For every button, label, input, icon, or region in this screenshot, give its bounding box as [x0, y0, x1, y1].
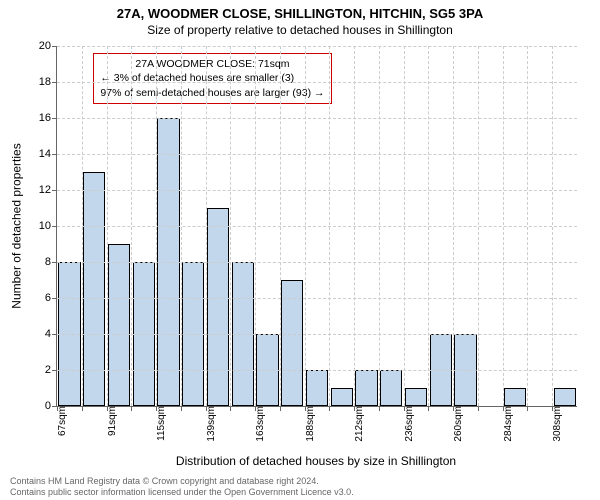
- xtick-label: 139sqm: [206, 406, 217, 442]
- gridline-v: [354, 46, 355, 406]
- annotation-line: 27A WOODMER CLOSE: 71sqm: [100, 57, 324, 71]
- ytick-mark: [52, 298, 57, 299]
- ytick-mark: [52, 262, 57, 263]
- xtick-mark: [478, 406, 479, 411]
- chart-title: 27A, WOODMER CLOSE, SHILLINGTON, HITCHIN…: [0, 0, 600, 21]
- gridline-v: [305, 46, 306, 406]
- gridline-h: [57, 118, 577, 119]
- gridline-v: [82, 46, 83, 406]
- ytick-mark: [52, 82, 57, 83]
- xtick-mark: [280, 406, 281, 411]
- gridline-v: [280, 46, 281, 406]
- annotation-line: 97% of semi-detached houses are larger (…: [100, 86, 324, 100]
- xtick-mark: [379, 406, 380, 411]
- bar: [207, 208, 229, 406]
- xtick-mark: [329, 406, 330, 411]
- ytick-mark: [52, 370, 57, 371]
- ytick-mark: [52, 118, 57, 119]
- xtick-label: 115sqm: [156, 406, 167, 441]
- xtick-label: 212sqm: [354, 406, 365, 442]
- gridline-v: [156, 46, 157, 406]
- gridline-v: [131, 46, 132, 406]
- bar: [331, 388, 353, 406]
- gridline-h: [57, 334, 577, 335]
- xtick-label: 284sqm: [503, 406, 514, 442]
- xtick-label: 308sqm: [552, 406, 563, 442]
- bar: [306, 370, 328, 406]
- gridline-v: [107, 46, 108, 406]
- gridline-v: [206, 46, 207, 406]
- gridline-v: [379, 46, 380, 406]
- ytick-mark: [52, 334, 57, 335]
- y-axis-label-container: Number of detached properties: [10, 46, 24, 406]
- xtick-label: 236sqm: [404, 406, 415, 442]
- gridline-h: [57, 298, 577, 299]
- xtick-label: 188sqm: [305, 406, 316, 442]
- footer-line1: Contains HM Land Registry data © Crown c…: [10, 476, 354, 487]
- bar: [355, 370, 377, 406]
- annotation-line: ← 3% of detached houses are smaller (3): [100, 71, 324, 85]
- gridline-h: [57, 190, 577, 191]
- gridline-v: [478, 46, 479, 406]
- ytick-mark: [52, 190, 57, 191]
- xtick-label: 260sqm: [453, 406, 464, 442]
- xtick-mark: [82, 406, 83, 411]
- footer-line2: Contains public sector information licen…: [10, 487, 354, 498]
- gridline-h: [57, 262, 577, 263]
- ytick-mark: [52, 46, 57, 47]
- y-axis-label: Number of detached properties: [10, 143, 24, 308]
- xtick-mark: [428, 406, 429, 411]
- gridline-v: [181, 46, 182, 406]
- gridline-v: [552, 46, 553, 406]
- gridline-v: [428, 46, 429, 406]
- gridline-v: [527, 46, 528, 406]
- gridline-v: [453, 46, 454, 406]
- gridline-h: [57, 82, 577, 83]
- ytick-mark: [52, 226, 57, 227]
- ytick-mark: [52, 154, 57, 155]
- xtick-label: 91sqm: [107, 406, 118, 436]
- gridline-h: [57, 226, 577, 227]
- xtick-mark: [131, 406, 132, 411]
- gridline-h: [57, 46, 577, 47]
- xtick-mark: [230, 406, 231, 411]
- xtick-mark: [527, 406, 528, 411]
- gridline-v: [329, 46, 330, 406]
- xtick-mark: [181, 406, 182, 411]
- gridline-v: [230, 46, 231, 406]
- footer-attribution: Contains HM Land Registry data © Crown c…: [10, 476, 354, 498]
- bar: [380, 370, 402, 406]
- bar: [504, 388, 526, 406]
- gridline-v: [255, 46, 256, 406]
- xtick-label: 163sqm: [255, 406, 266, 442]
- chart-plot-area: 27A WOODMER CLOSE: 71sqm← 3% of detached…: [56, 46, 577, 407]
- bar: [554, 388, 576, 406]
- gridline-h: [57, 154, 577, 155]
- gridline-v: [404, 46, 405, 406]
- annotation-box: 27A WOODMER CLOSE: 71sqm← 3% of detached…: [93, 53, 331, 104]
- bar: [405, 388, 427, 406]
- xtick-label: 67sqm: [57, 406, 68, 436]
- x-axis-label: Distribution of detached houses by size …: [56, 454, 576, 468]
- gridline-v: [503, 46, 504, 406]
- gridline-h: [57, 370, 577, 371]
- chart-subtitle: Size of property relative to detached ho…: [0, 21, 600, 37]
- bar: [108, 244, 130, 406]
